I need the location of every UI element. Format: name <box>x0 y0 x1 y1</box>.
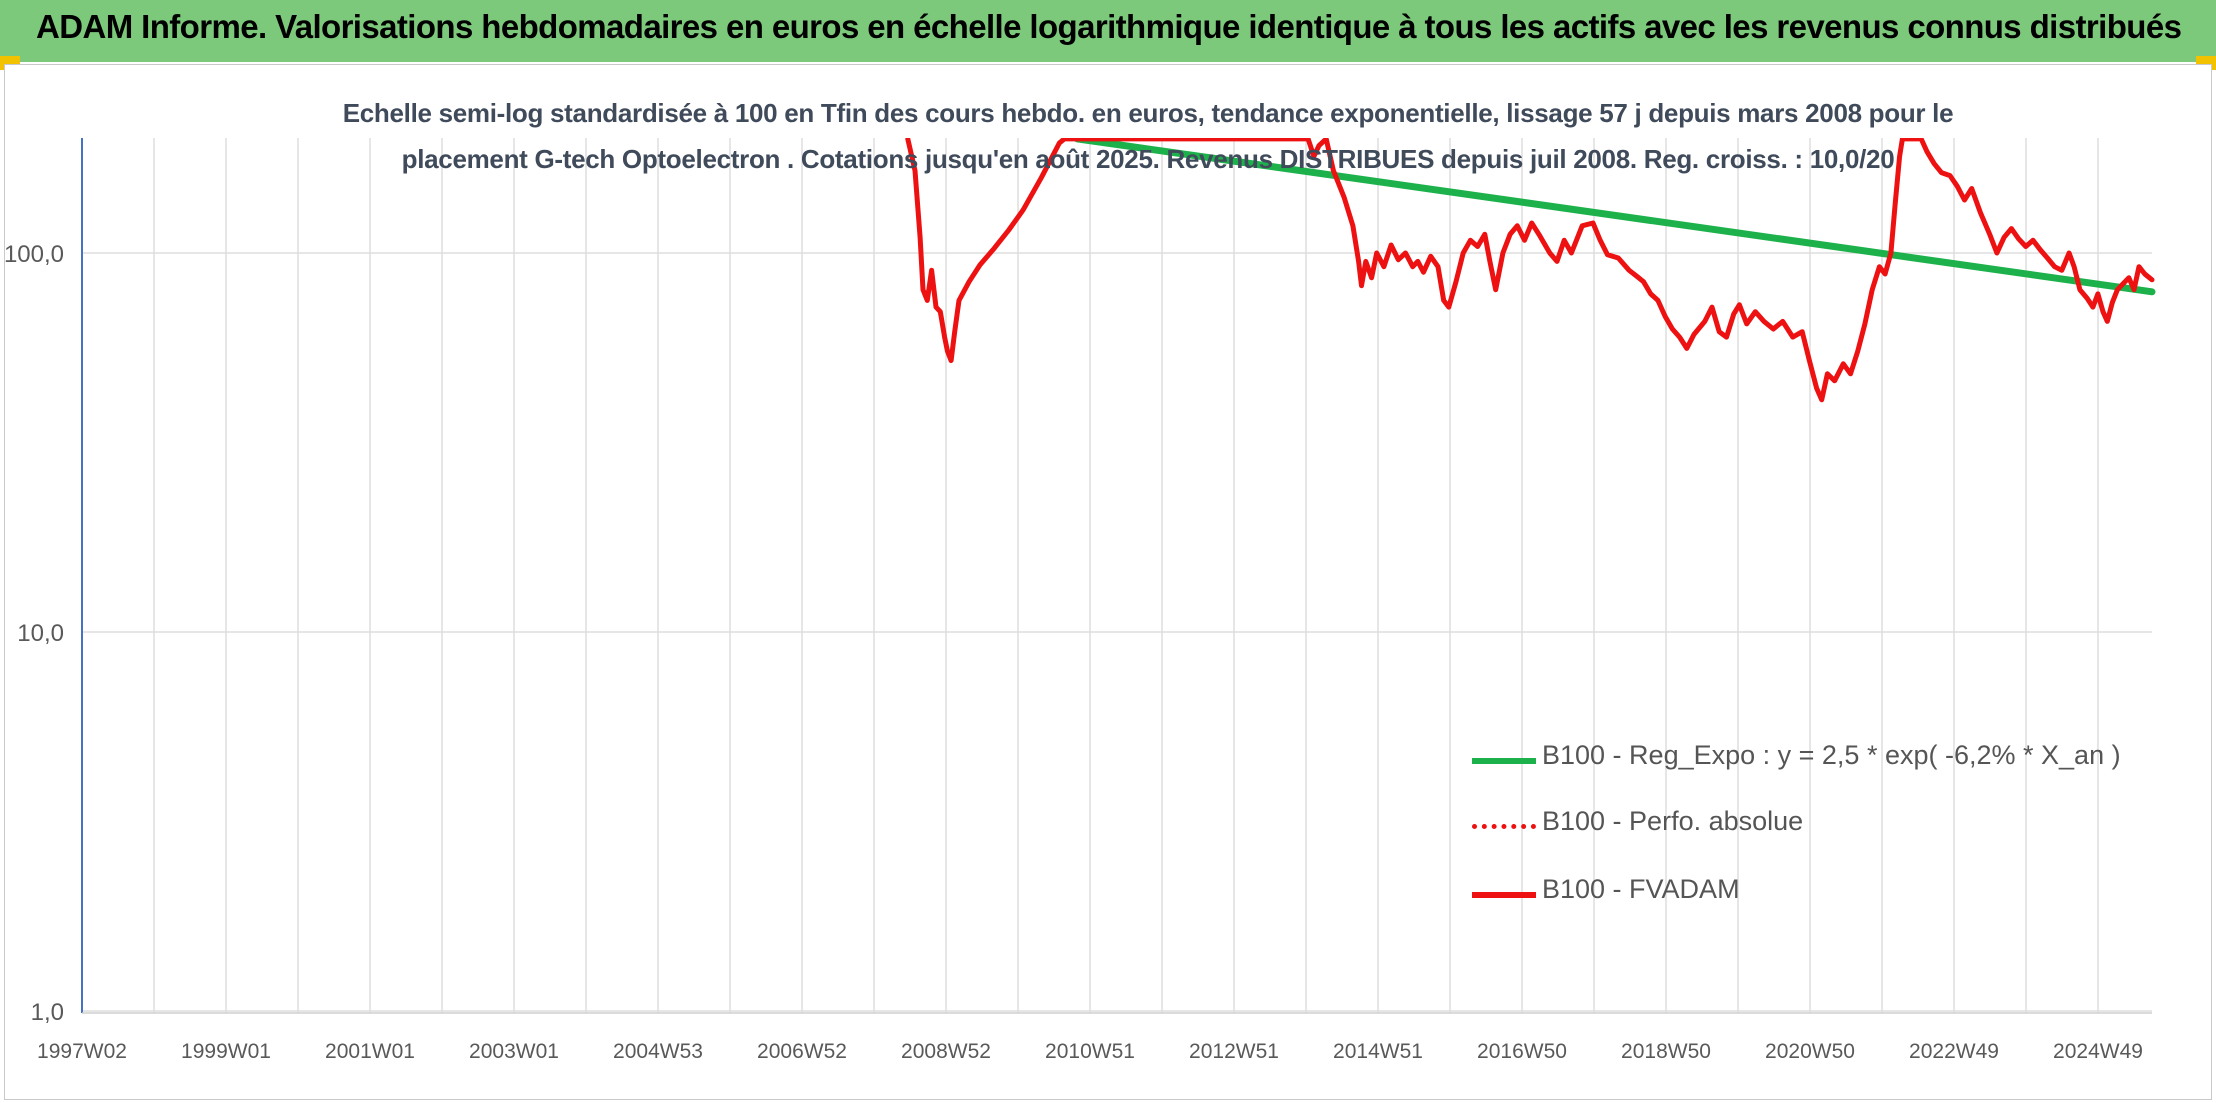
x-tick-label: 2003W01 <box>469 1040 559 1063</box>
page-title: ADAM Informe. Valorisations hebdomadaire… <box>36 8 2182 45</box>
x-tick-label: 2012W51 <box>1189 1040 1279 1063</box>
x-tick-label: 2004W53 <box>613 1040 703 1063</box>
x-tick-label: 2008W52 <box>901 1040 991 1063</box>
x-tick-label: 1999W01 <box>181 1040 271 1063</box>
legend-swatch-perfo <box>1472 824 1536 829</box>
y-tick-label: 100,0 <box>4 241 64 268</box>
legend-item-regression: B100 - Reg_Expo : y = 2,5 * exp( -6,2% *… <box>1472 740 2192 780</box>
legend-label-perfo: B100 - Perfo. absolue <box>1542 806 1804 836</box>
legend-item-perfo: B100 - Perfo. absolue <box>1472 806 2192 846</box>
x-tick-label: 1997W02 <box>37 1040 127 1063</box>
x-tick-label: 2001W01 <box>325 1040 415 1063</box>
x-tick-label: 2018W50 <box>1621 1040 1711 1063</box>
x-tick-label: 2014W51 <box>1333 1040 1423 1063</box>
legend-label-fvadam: B100 - FVADAM <box>1542 874 1740 904</box>
axis-layer: 1,0 10,0 100,0 1997W02 1999W01 2001W01 2003W01… <box>4 138 2152 1063</box>
x-tick-label: 2010W51 <box>1045 1040 1135 1063</box>
chart-subtitle-line-2: placement G-tech Optoelectron . Cotation… <box>401 144 1895 174</box>
x-tick-label: 2022W49 <box>1909 1040 1999 1063</box>
x-tick-label: 2024W49 <box>2053 1040 2143 1063</box>
y-tick-label: 10,0 <box>17 620 64 647</box>
y-tick-label: 1,0 <box>31 999 64 1026</box>
legend-label-regression: B100 - Reg_Expo : y = 2,5 * exp( -6,2% *… <box>1542 740 2121 770</box>
series-layer <box>905 138 2156 403</box>
series-line-fvadam <box>905 138 2155 403</box>
chart-subtitle-line-1: Echelle semi-log standardisée à 100 en T… <box>342 98 1954 128</box>
x-tick-label: 2006W52 <box>757 1040 847 1063</box>
chart-area <box>4 64 2212 1100</box>
legend-item-fvadam: B100 - FVADAM <box>1472 874 2192 914</box>
x-tick-label: 2016W50 <box>1477 1040 1567 1063</box>
series-line-regression <box>1073 138 2156 296</box>
x-tick-label: 2020W50 <box>1765 1040 1855 1063</box>
title-bar: ADAM Informe. Valorisations hebdomadaire… <box>0 0 2216 62</box>
legend-swatch-regression <box>1472 758 1536 764</box>
legend-swatch-fvadam <box>1472 892 1536 898</box>
